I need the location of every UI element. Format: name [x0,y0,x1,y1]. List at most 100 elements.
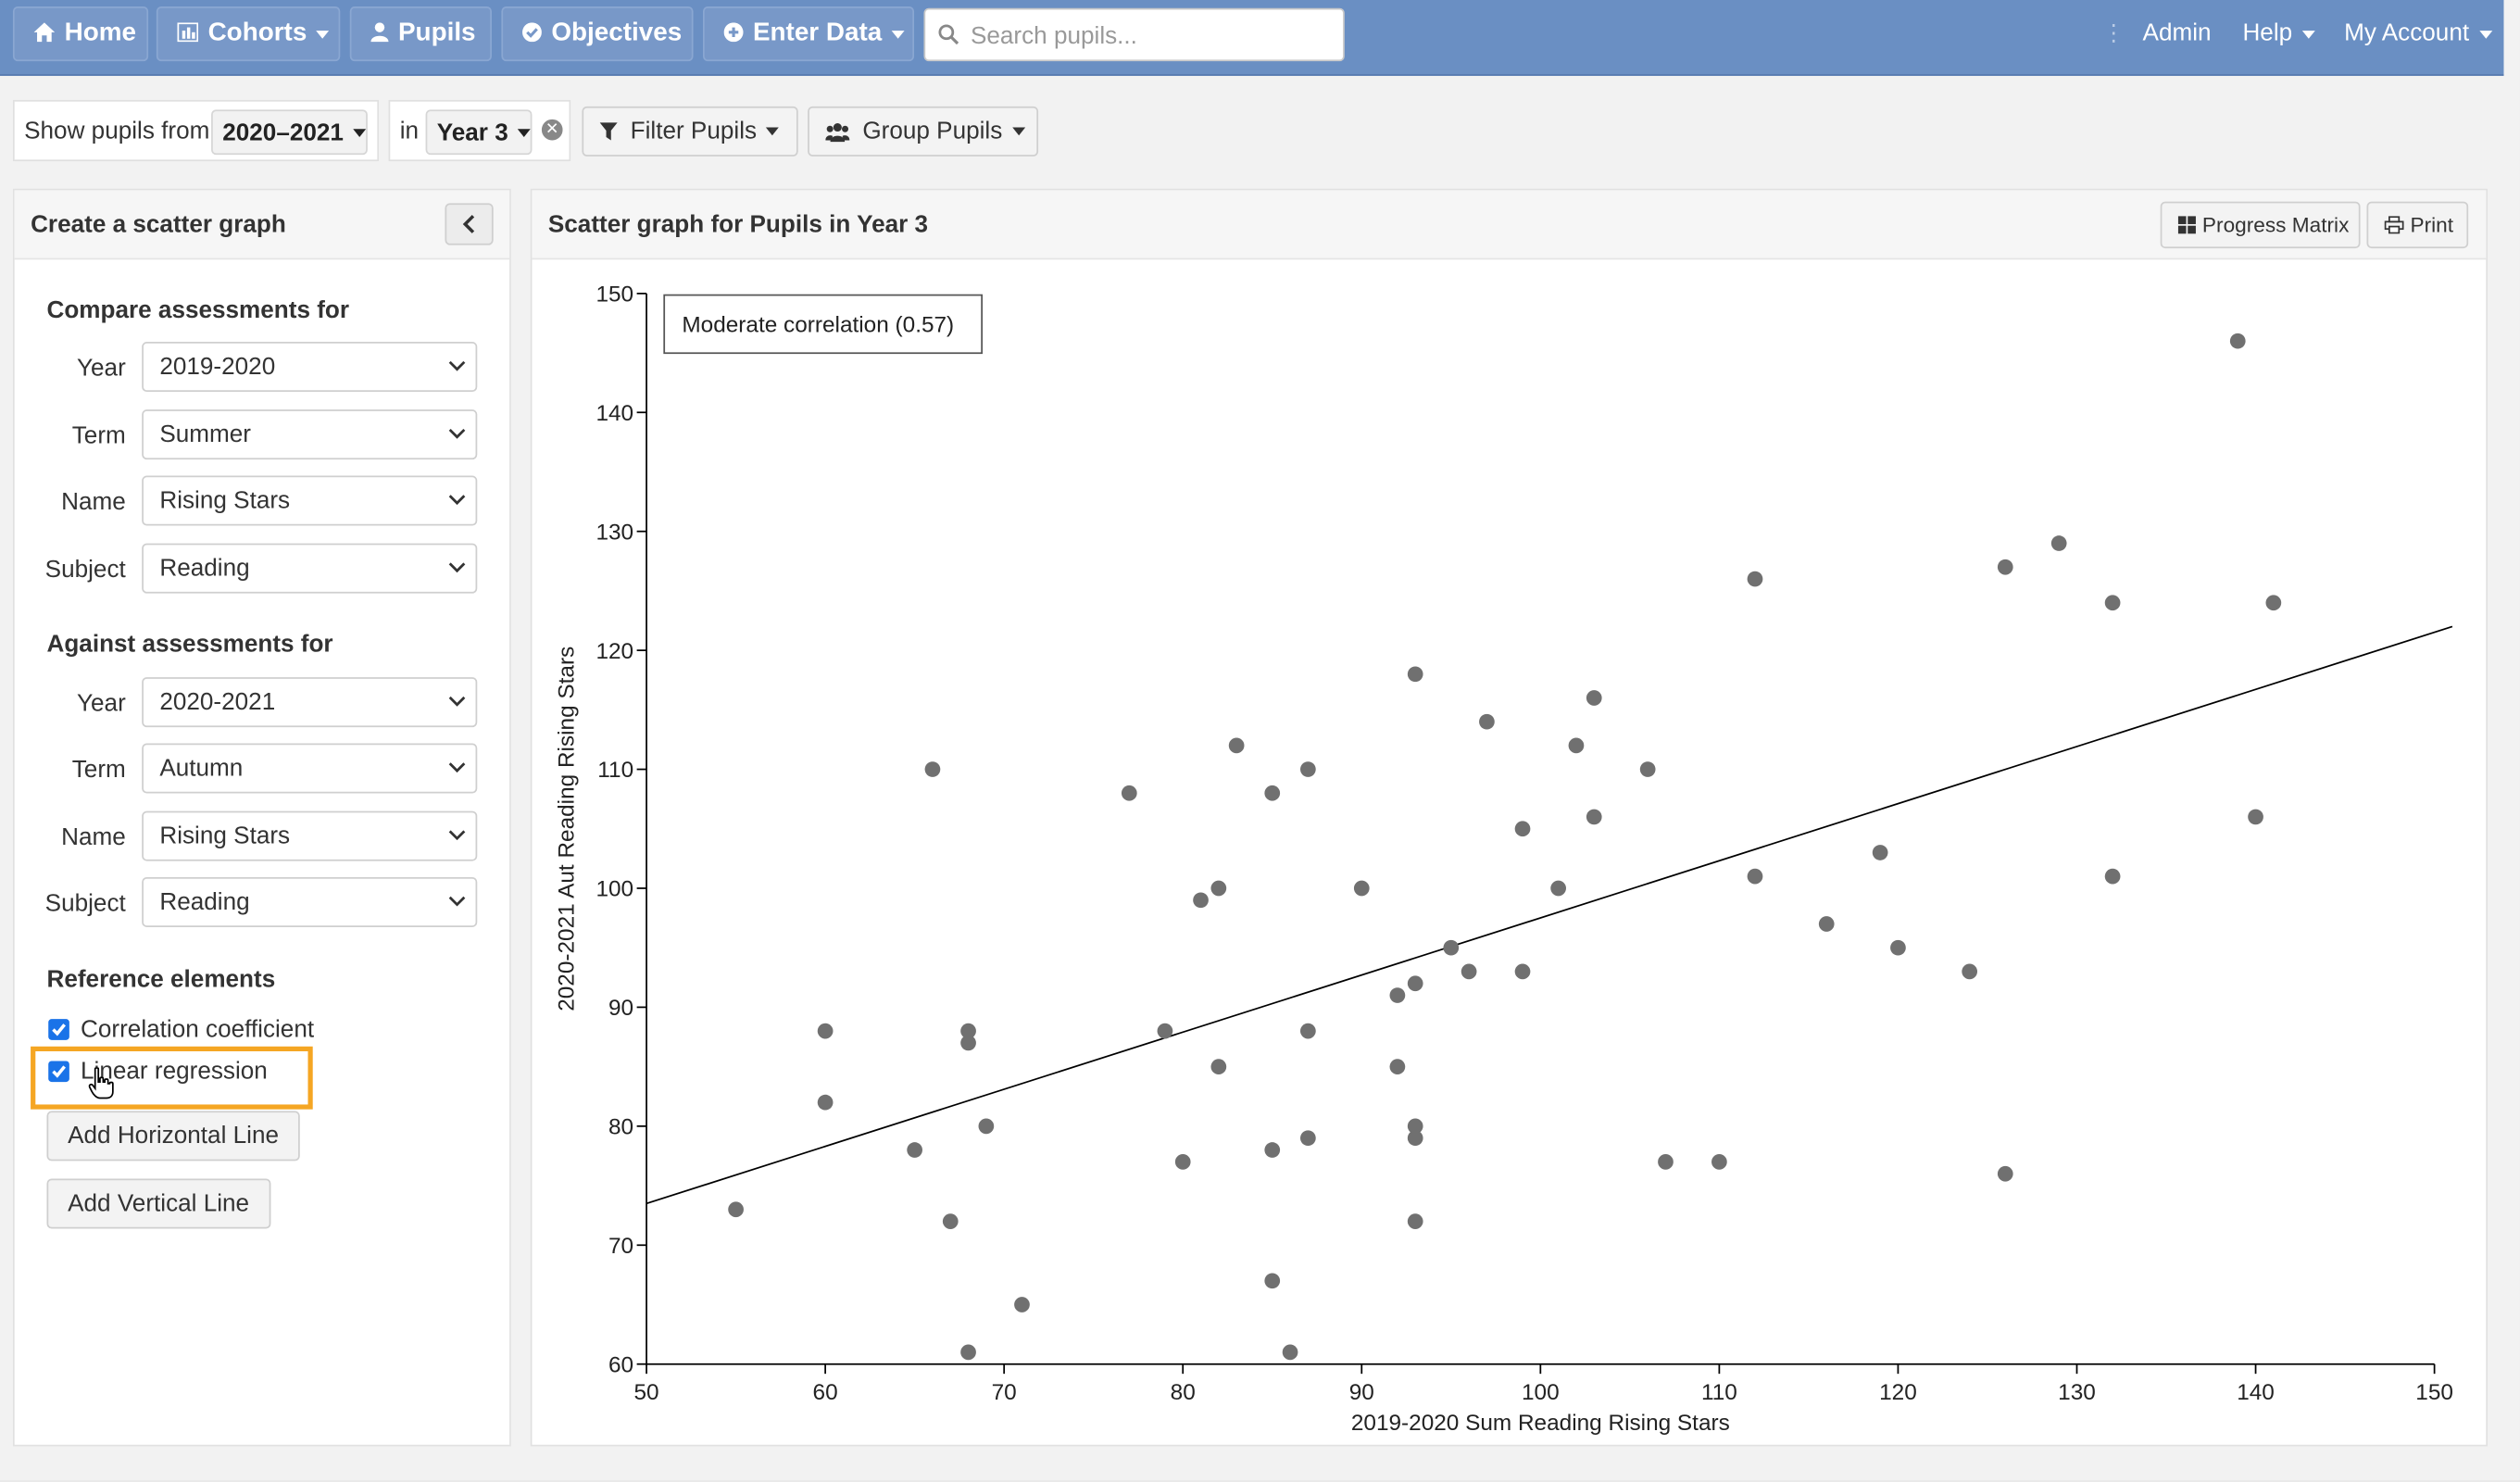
correlation-checkbox[interactable] [48,1019,69,1040]
data-point [1997,559,2013,575]
scatter-graph-header: Scatter graph for Pupils in Year 3 Progr… [532,190,2487,260]
check-icon [52,1024,66,1036]
data-point [1210,1059,1227,1074]
compare-term-label: Term [71,422,126,450]
linear-regression-label[interactable]: Linear regression [81,1057,268,1086]
scatter-settings-panel: Create a scatter graph Compare assessmen… [12,188,511,1447]
against-term-select[interactable]: Autumn [142,743,478,794]
compare-name-select[interactable]: Rising Stars [142,475,478,526]
against-subject-select[interactable]: Reading [142,876,478,927]
data-point [1407,975,1423,992]
check-icon [52,1065,66,1078]
chevron-down-icon [448,896,466,907]
chevron-down-icon [448,360,466,371]
nav-help-menu[interactable]: Help [2242,19,2315,46]
data-point [728,1201,744,1218]
nav-pupils-label: Pupils [397,19,476,47]
x-tick-label: 140 [2237,1380,2275,1405]
regression-line [646,625,2453,1205]
home-icon [33,21,56,46]
group-pupils-button[interactable]: Group Pupils [808,106,1039,157]
chevron-left-icon [462,215,475,233]
nav-objectives-button[interactable]: Objectives [501,6,694,62]
academic-year-select[interactable]: 2020–2021 [211,109,368,156]
chevron-down-icon [448,696,466,707]
linear-regression-checkbox[interactable] [48,1061,69,1083]
compare-name-value: Rising Stars [159,486,291,515]
grid-icon [2177,216,2196,234]
against-heading: Against assessments for [46,630,333,659]
check-circle-icon [522,21,542,46]
nav-home-button[interactable]: Home [12,6,149,62]
progress-matrix-button[interactable]: Progress Matrix [2160,201,2361,249]
group-pupils-label: Group Pupils [862,118,1003,145]
data-point [1300,1130,1316,1147]
y-tick-label: 90 [608,996,633,1021]
add-vertical-line-button[interactable]: Add Vertical Line [46,1178,270,1229]
data-point [942,1213,959,1229]
compare-year-value: 2019-2020 [159,353,276,381]
nav-my-account-menu[interactable]: My Account [2344,19,2492,46]
compare-subject-label: Subject [44,556,126,584]
data-point [1121,785,1137,801]
data-point [1282,1344,1298,1361]
graph-title: Scatter graph for Pupils in Year 3 [547,211,929,239]
scatter-graph-panel: Scatter graph for Pupils in Year 3 Progr… [530,188,2489,1447]
compare-subject-select[interactable]: Reading [142,543,478,594]
data-point [817,1023,834,1039]
against-name-label: Name [61,823,126,852]
data-point [1586,690,1602,706]
against-year-select[interactable]: 2020-2021 [142,677,478,728]
chevron-down-icon [353,128,367,137]
y-tick-label: 100 [596,877,633,902]
data-point [1389,987,1406,1003]
against-name-value: Rising Stars [159,822,291,850]
filter-pupils-button[interactable]: Filter Pupils [582,106,798,157]
correlation-label[interactable]: Correlation coefficient [81,1015,315,1044]
year-group-select[interactable]: Year 3 [425,109,533,156]
data-point [1461,963,1477,980]
search-icon [938,24,959,45]
year-filter-group: Show pupils from 2020–2021 [12,99,380,162]
compare-subject-value: Reading [159,554,250,583]
y-tick-label: 130 [596,520,633,545]
data-point [1747,868,1763,885]
data-point [2229,333,2246,349]
nav-pupils-button[interactable]: Pupils [349,6,492,62]
data-point [2265,595,2282,611]
compare-year-select[interactable]: 2019-2020 [142,342,478,393]
year-group-value: Year 3 [436,118,508,146]
nav-enter-data-label: Enter Data [752,19,883,47]
nav-admin-link[interactable]: Admin [2142,19,2212,47]
scatter-settings-header: Create a scatter graph [14,190,510,260]
x-tick-label: 70 [992,1380,1017,1405]
compare-term-select[interactable]: Summer [142,409,478,460]
user-icon [370,21,389,46]
data-point [1872,845,1888,860]
x-tick-label: 50 [634,1380,659,1405]
correlation-annotation: Moderate correlation (0.57) [682,313,954,338]
compare-term-value: Summer [159,421,252,448]
data-point [960,1344,976,1361]
chevron-down-icon [2301,30,2315,38]
data-point [1300,761,1316,777]
data-point [1264,785,1281,801]
against-year-label: Year [77,690,126,718]
data-point [1407,666,1423,683]
add-horizontal-line-button[interactable]: Add Horizontal Line [46,1111,300,1162]
nav-enter-data-button[interactable]: Enter Data [702,6,915,62]
against-name-select[interactable]: Rising Stars [142,810,478,861]
data-point [1264,1273,1281,1289]
data-point [1997,1165,2013,1182]
nav-cohorts-button[interactable]: Cohorts [156,6,341,62]
data-point [1568,737,1585,754]
nav-cohorts-label: Cohorts [207,19,307,47]
print-button[interactable]: Print [2366,201,2469,249]
x-tick-label: 90 [1349,1380,1374,1405]
show-pupils-from-label: Show pupils from [24,118,210,145]
clear-filter-icon[interactable]: ✕ [541,119,563,141]
top-navbar: Home Cohorts Pupils Objectives Enter [0,0,2504,76]
x-tick-label: 120 [1879,1380,1917,1405]
collapse-panel-button[interactable] [445,203,494,245]
search-input[interactable] [967,9,1342,63]
